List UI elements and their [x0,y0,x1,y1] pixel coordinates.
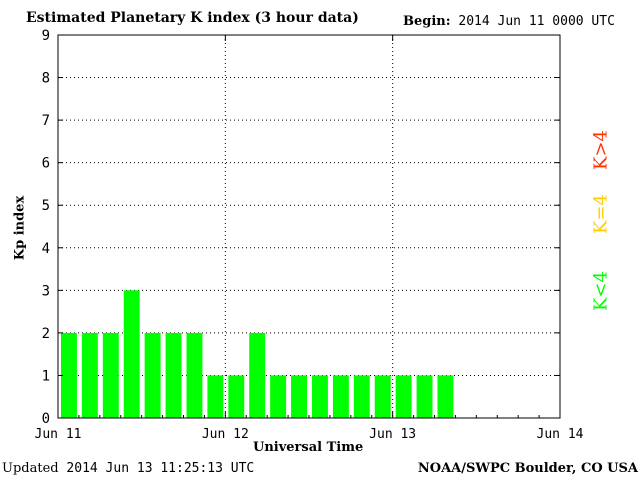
kp-bar [332,375,349,418]
kp-bar [437,375,454,418]
kp-bar [312,375,328,418]
begin-info: Begin: 2014 Jun 11 0000 UTC [403,14,615,29]
y-tick-label: 0 [42,411,50,427]
kp-bar [61,332,77,418]
legend-k-greater-4: K>4 [590,130,612,170]
kp-bar [186,332,203,418]
legend-k-equal-4: K=4 [590,194,612,234]
y-tick-label: 4 [42,241,50,257]
kp-bar [416,375,433,418]
y-tick-label: 1 [42,368,50,384]
legend-k-less-4: K<4 [590,271,612,311]
kp-bar [123,290,140,418]
kp-bar [353,375,370,418]
kp-bar [81,332,98,418]
y-tick-label: 2 [42,326,50,342]
kp-bar [165,332,182,418]
begin-value: 2014 Jun 11 0000 UTC [458,14,615,29]
kp-bar [249,332,266,418]
kp-bar [270,375,287,418]
begin-label: Begin: [403,14,451,29]
kp-bar [207,375,224,418]
kp-bar [395,375,412,418]
credit-text: NOAA/SWPC Boulder, CO USA [417,461,638,476]
kp-bar [228,375,245,418]
y-axis-label: Kp index [12,195,28,261]
chart-title: Estimated Planetary K index (3 hour data… [26,10,359,26]
kp-bar [144,332,161,418]
x-tick-label: Jun 13 [369,427,416,442]
y-tick-label: 6 [42,156,50,172]
updated-info: Updated 2014 Jun 13 11:25:13 UTC [2,461,254,476]
x-tick-label: Jun 14 [537,427,584,442]
x-tick-label: Jun 11 [35,427,82,442]
y-tick-label: 5 [42,198,50,214]
kp-bar [374,375,391,418]
y-tick-label: 9 [42,28,50,44]
x-axis-label: Universal Time [253,440,364,455]
kp-bar [102,332,119,418]
updated-value: 2014 Jun 13 11:25:13 UTC [66,461,255,476]
updated-label: Updated [2,461,59,476]
kp-bar [291,375,307,418]
y-tick-label: 3 [42,283,50,299]
y-tick-label: 7 [42,113,50,129]
x-tick-label: Jun 12 [202,427,249,442]
y-tick-label: 8 [42,71,50,87]
